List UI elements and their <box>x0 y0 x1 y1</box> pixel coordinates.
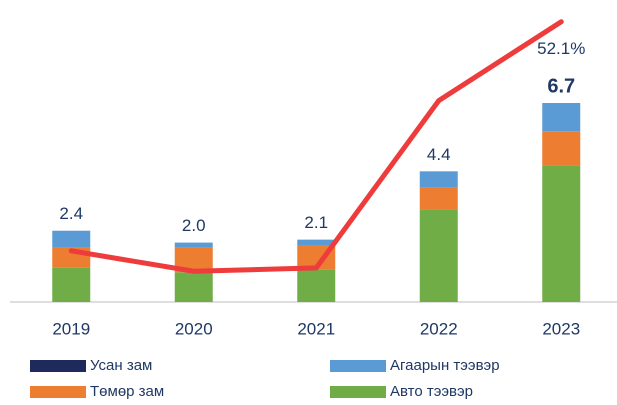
legend-swatch <box>330 360 386 372</box>
x-tick-label: 2023 <box>542 319 580 338</box>
total-label: 4.4 <box>427 145 451 164</box>
bar-segment <box>52 230 91 248</box>
line <box>68 19 564 274</box>
legend-label: Усан зам <box>90 357 152 374</box>
bar-segment <box>419 209 458 302</box>
total-label: 2.4 <box>59 204 83 223</box>
legend-swatch <box>30 360 86 372</box>
bar-segment <box>174 272 213 302</box>
bar-segment <box>174 242 213 248</box>
legend-label: Авто тээвэр <box>390 383 473 400</box>
bar-segment <box>542 165 581 302</box>
bar-segment <box>297 239 336 246</box>
total-label: 2.0 <box>182 216 206 235</box>
x-tick-label: 2019 <box>52 319 90 338</box>
bar-segment <box>52 267 91 302</box>
line-label: 52.1% <box>537 39 585 58</box>
bar-segment <box>419 187 458 210</box>
legend-label: Төмөр зам <box>90 383 164 400</box>
bar-segment <box>542 131 581 166</box>
total-label: 2.1 <box>304 213 328 232</box>
bar-segment <box>297 269 336 302</box>
bar-segment <box>542 103 581 132</box>
legend-swatch <box>330 386 386 398</box>
x-tick-label: 2021 <box>297 319 335 338</box>
legend-label: Агаарын тээвэр <box>390 357 500 374</box>
total-label: 6.7 <box>547 75 575 97</box>
bar-segment <box>419 171 458 188</box>
x-tick-label: 2022 <box>420 319 458 338</box>
x-tick-label: 2020 <box>175 319 213 338</box>
legend-swatch <box>30 386 86 398</box>
